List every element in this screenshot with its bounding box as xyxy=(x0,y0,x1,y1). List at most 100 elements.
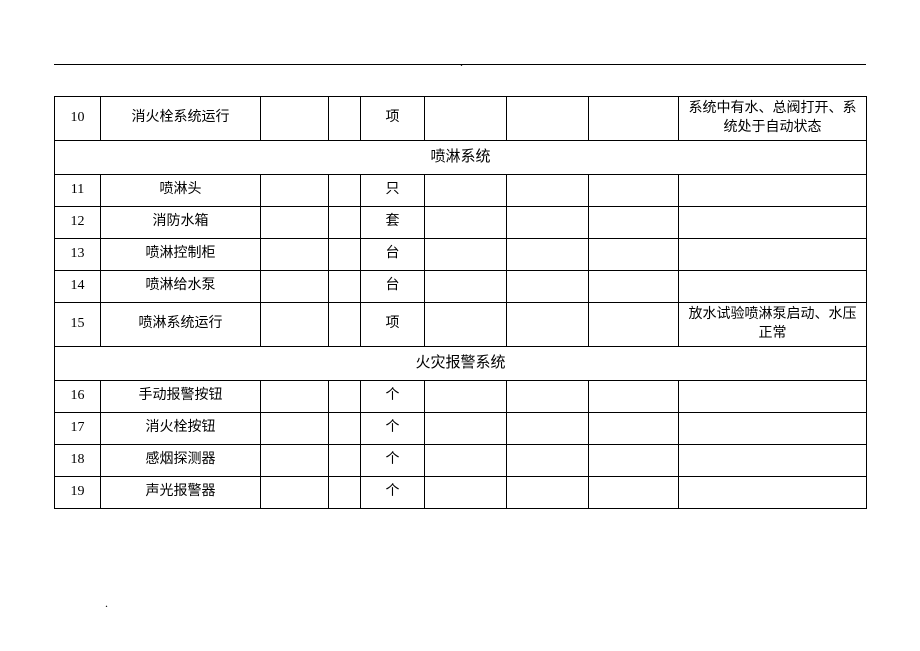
table-row: 17 消火栓按钮 个 xyxy=(55,413,867,445)
cell-blank xyxy=(589,97,679,141)
table-row: 12 消防水箱 套 xyxy=(55,207,867,239)
table-row: 10 消火栓系统运行 项 系统中有水、总阀打开、系统处于自动状态 xyxy=(55,97,867,141)
row-unit: 项 xyxy=(361,97,425,141)
document-page: . 10 消火栓系统运行 项 系统中有水、总阀打开、系统处于自动状态 xyxy=(0,0,920,651)
cell-blank xyxy=(589,413,679,445)
cell-blank xyxy=(329,175,361,207)
row-no: 15 xyxy=(55,303,101,347)
cell-blank xyxy=(261,381,329,413)
row-item-name: 喷淋控制柜 xyxy=(101,239,261,271)
table-row: 11 喷淋头 只 xyxy=(55,175,867,207)
cell-blank xyxy=(329,303,361,347)
cell-blank xyxy=(425,477,507,509)
table-row: 18 感烟探测器 个 xyxy=(55,445,867,477)
inspection-table: 10 消火栓系统运行 项 系统中有水、总阀打开、系统处于自动状态 喷淋系统 11… xyxy=(54,96,867,509)
cell-blank xyxy=(589,445,679,477)
cell-blank xyxy=(589,303,679,347)
row-no: 10 xyxy=(55,97,101,141)
cell-blank xyxy=(261,239,329,271)
row-remark xyxy=(679,381,867,413)
cell-blank xyxy=(589,239,679,271)
header-rule-line xyxy=(54,64,866,65)
cell-blank xyxy=(507,477,589,509)
row-remark xyxy=(679,207,867,239)
cell-blank xyxy=(425,239,507,271)
row-no: 19 xyxy=(55,477,101,509)
cell-blank xyxy=(329,239,361,271)
section-header-row: 火灾报警系统 xyxy=(55,347,867,381)
cell-blank xyxy=(329,413,361,445)
cell-blank xyxy=(261,477,329,509)
row-item-name: 喷淋系统运行 xyxy=(101,303,261,347)
cell-blank xyxy=(589,271,679,303)
cell-blank xyxy=(329,271,361,303)
row-remark xyxy=(679,175,867,207)
footer-dot-mark: . xyxy=(105,596,108,611)
row-item-name: 喷淋给水泵 xyxy=(101,271,261,303)
row-unit: 台 xyxy=(361,271,425,303)
cell-blank xyxy=(261,97,329,141)
row-unit: 台 xyxy=(361,239,425,271)
cell-blank xyxy=(507,413,589,445)
section-header-row: 喷淋系统 xyxy=(55,141,867,175)
row-remark xyxy=(679,271,867,303)
row-remark xyxy=(679,239,867,271)
cell-blank xyxy=(507,303,589,347)
cell-blank xyxy=(507,271,589,303)
row-no: 16 xyxy=(55,381,101,413)
row-unit: 只 xyxy=(361,175,425,207)
cell-blank xyxy=(507,239,589,271)
row-item-name: 手动报警按钮 xyxy=(101,381,261,413)
row-no: 12 xyxy=(55,207,101,239)
cell-blank xyxy=(261,207,329,239)
row-item-name: 消火栓按钮 xyxy=(101,413,261,445)
table-row: 19 声光报警器 个 xyxy=(55,477,867,509)
cell-blank xyxy=(261,445,329,477)
table-row: 16 手动报警按钮 个 xyxy=(55,381,867,413)
row-unit: 项 xyxy=(361,303,425,347)
cell-blank xyxy=(261,413,329,445)
row-remark: 放水试验喷淋泵启动、水压正常 xyxy=(679,303,867,347)
table-row: 13 喷淋控制柜 台 xyxy=(55,239,867,271)
cell-blank xyxy=(329,207,361,239)
cell-blank xyxy=(507,381,589,413)
row-item-name: 消火栓系统运行 xyxy=(101,97,261,141)
table-row: 14 喷淋给水泵 台 xyxy=(55,271,867,303)
row-no: 18 xyxy=(55,445,101,477)
row-remark xyxy=(679,413,867,445)
table-row: 15 喷淋系统运行 项 放水试验喷淋泵启动、水压正常 xyxy=(55,303,867,347)
row-item-name: 喷淋头 xyxy=(101,175,261,207)
cell-blank xyxy=(507,207,589,239)
row-no: 14 xyxy=(55,271,101,303)
row-remark xyxy=(679,445,867,477)
cell-blank xyxy=(589,175,679,207)
cell-blank xyxy=(589,381,679,413)
row-unit: 个 xyxy=(361,381,425,413)
cell-blank xyxy=(425,271,507,303)
cell-blank xyxy=(425,207,507,239)
header-dot-mark: . xyxy=(460,55,463,70)
row-remark: 系统中有水、总阀打开、系统处于自动状态 xyxy=(679,97,867,141)
cell-blank xyxy=(261,303,329,347)
row-remark xyxy=(679,477,867,509)
row-no: 11 xyxy=(55,175,101,207)
row-item-name: 声光报警器 xyxy=(101,477,261,509)
cell-blank xyxy=(507,175,589,207)
cell-blank xyxy=(329,445,361,477)
cell-blank xyxy=(261,175,329,207)
cell-blank xyxy=(425,413,507,445)
cell-blank xyxy=(425,175,507,207)
row-no: 17 xyxy=(55,413,101,445)
cell-blank xyxy=(329,97,361,141)
row-unit: 个 xyxy=(361,477,425,509)
cell-blank xyxy=(425,303,507,347)
row-unit: 个 xyxy=(361,413,425,445)
row-no: 13 xyxy=(55,239,101,271)
cell-blank xyxy=(507,97,589,141)
cell-blank xyxy=(329,477,361,509)
cell-blank xyxy=(589,477,679,509)
cell-blank xyxy=(507,445,589,477)
cell-blank xyxy=(261,271,329,303)
cell-blank xyxy=(425,445,507,477)
section-title: 喷淋系统 xyxy=(55,141,867,175)
